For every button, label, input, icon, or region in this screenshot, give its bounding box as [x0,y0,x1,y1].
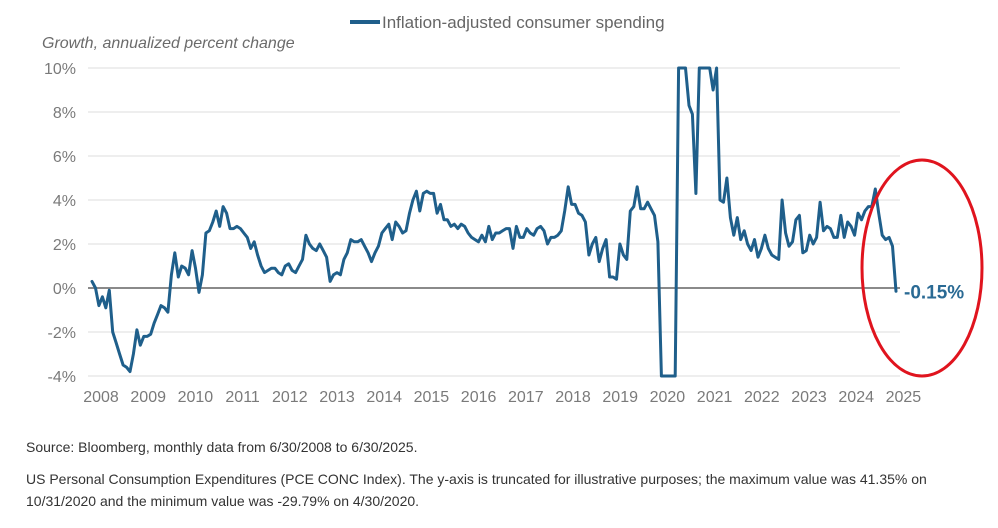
y-tick-label: 2% [53,237,76,254]
x-tick-label: 2021 [697,389,733,406]
y-tick-label: 10% [44,61,76,78]
legend-label: Inflation-adjusted consumer spending [382,13,665,32]
x-tick-label: 2013 [319,389,355,406]
x-tick-label: 2010 [178,389,214,406]
x-tick-label: 2020 [650,389,686,406]
highlight-ellipse [860,158,984,378]
x-tick-label: 2015 [414,389,450,406]
x-tick-label: 2025 [886,389,922,406]
y-tick-label: -4% [48,369,76,386]
y-tick-label: 8% [53,105,76,122]
x-tick-label: 2018 [555,389,591,406]
source-note: Source: Bloomberg, monthly data from 6/3… [26,439,418,455]
y-tick-label: 6% [53,149,76,166]
chart: Inflation-adjusted consumer spending Gro… [42,13,984,406]
data-points [91,67,897,377]
x-tick-label: 2016 [461,389,497,406]
gridlines [88,67,900,377]
x-tick-label: 2022 [744,389,780,406]
x-tick-label: 2008 [83,389,119,406]
x-tick-label: 2023 [791,389,827,406]
description-note: US Personal Consumption Expenditures (PC… [26,471,927,509]
end-value-label: -0.15% [904,282,964,303]
x-tick-label: 2012 [272,389,308,406]
x-axis-ticks: 2008 2009 2010 2011 2012 2013 2014 2015 2016 2017… [83,389,921,406]
x-tick-label: 2024 [838,389,874,406]
chart-notes: Source: Bloomberg, monthly data from 6/3… [26,436,986,512]
y-axis-ticks: -4% -2% 0% 2% 4% 6% 8% 10% [44,61,76,386]
y-tick-label: 0% [53,281,76,298]
x-tick-label: 2014 [366,389,402,406]
series-line-consumer-spending [90,66,898,378]
y-tick-label: 4% [53,193,76,210]
x-tick-label: 2009 [130,389,166,406]
x-tick-label: 2017 [508,389,544,406]
x-tick-label: 2019 [602,389,638,406]
x-tick-label: 2011 [225,389,260,406]
legend: Inflation-adjusted consumer spending [350,13,665,32]
y-tick-label: -2% [48,325,76,342]
y-axis-title: Growth, annualized percent change [42,35,295,52]
